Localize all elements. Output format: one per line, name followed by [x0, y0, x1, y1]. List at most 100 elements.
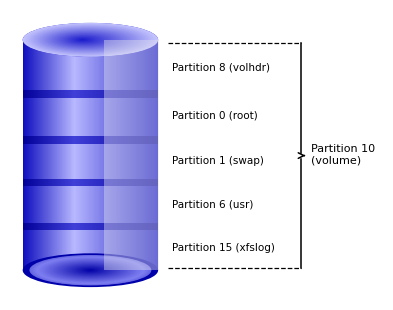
Bar	[104, 179, 105, 186]
Bar	[99, 136, 100, 144]
Bar	[25, 223, 26, 230]
Bar	[136, 90, 137, 98]
Bar	[42, 40, 43, 270]
Bar	[37, 223, 38, 230]
Bar	[65, 136, 66, 144]
Bar	[148, 223, 149, 230]
Bar	[88, 90, 89, 98]
Bar	[116, 90, 117, 98]
Bar	[79, 136, 80, 144]
Bar	[109, 223, 110, 230]
Bar	[64, 90, 65, 98]
Bar	[94, 179, 95, 186]
Bar	[58, 40, 59, 270]
Bar	[99, 90, 100, 98]
Bar	[27, 223, 28, 230]
Bar	[120, 179, 121, 186]
Bar	[73, 136, 74, 144]
Bar	[156, 136, 157, 144]
Bar	[92, 223, 93, 230]
Bar	[71, 223, 72, 230]
Bar	[117, 223, 118, 230]
Bar	[53, 40, 54, 270]
Bar	[142, 179, 143, 186]
Bar	[151, 179, 152, 186]
Bar	[111, 179, 112, 186]
Ellipse shape	[64, 35, 105, 45]
Bar	[112, 223, 113, 230]
Bar	[146, 40, 147, 270]
Ellipse shape	[31, 25, 147, 54]
Bar	[88, 40, 89, 270]
Bar	[105, 223, 106, 230]
Bar	[86, 223, 87, 230]
Text: Partition 6 (usr): Partition 6 (usr)	[172, 200, 253, 210]
Bar	[123, 223, 124, 230]
Bar	[124, 179, 125, 186]
Bar	[157, 136, 158, 144]
Bar	[91, 40, 92, 270]
Ellipse shape	[66, 264, 115, 276]
Bar	[107, 136, 108, 144]
Bar	[147, 223, 148, 230]
Bar	[83, 179, 84, 186]
Bar	[95, 179, 96, 186]
Bar	[69, 179, 70, 186]
Bar	[32, 90, 33, 98]
Bar	[31, 40, 32, 270]
Ellipse shape	[42, 258, 139, 282]
Bar	[73, 179, 74, 186]
Bar	[42, 136, 43, 144]
Bar	[96, 40, 97, 270]
Bar	[72, 136, 73, 144]
Bar	[102, 40, 103, 270]
Bar	[77, 223, 78, 230]
Ellipse shape	[28, 24, 152, 55]
Bar	[144, 40, 145, 270]
Bar	[135, 223, 136, 230]
Ellipse shape	[39, 257, 142, 283]
Ellipse shape	[59, 262, 122, 278]
Bar	[103, 40, 104, 270]
Bar	[53, 90, 54, 98]
Ellipse shape	[48, 30, 125, 49]
Bar	[131, 223, 132, 230]
Bar	[117, 179, 118, 186]
Bar	[135, 40, 136, 270]
Bar	[120, 136, 121, 144]
Ellipse shape	[71, 265, 110, 275]
Bar	[45, 223, 46, 230]
Bar	[69, 90, 70, 98]
Bar	[36, 179, 37, 186]
Ellipse shape	[35, 26, 143, 53]
Bar	[127, 179, 128, 186]
Bar	[144, 223, 145, 230]
Bar	[97, 40, 98, 270]
Bar	[146, 136, 147, 144]
Bar	[139, 90, 140, 98]
Bar	[138, 136, 139, 144]
Ellipse shape	[59, 33, 111, 46]
Bar	[29, 136, 30, 144]
Bar	[36, 136, 37, 144]
Bar	[76, 136, 77, 144]
Bar	[157, 223, 158, 230]
Bar	[144, 90, 145, 98]
Bar	[64, 40, 65, 270]
Bar	[118, 223, 119, 230]
Bar	[98, 136, 99, 144]
Bar	[60, 90, 61, 98]
Bar	[105, 90, 106, 98]
Bar	[153, 40, 154, 270]
Bar	[126, 136, 127, 144]
Ellipse shape	[39, 27, 138, 52]
Bar	[46, 40, 47, 270]
Bar	[114, 179, 115, 186]
Bar	[90, 223, 91, 230]
Bar	[62, 179, 63, 186]
Bar	[110, 223, 111, 230]
Bar	[24, 136, 25, 144]
Bar	[41, 40, 42, 270]
Bar	[118, 136, 119, 144]
Ellipse shape	[68, 36, 100, 44]
